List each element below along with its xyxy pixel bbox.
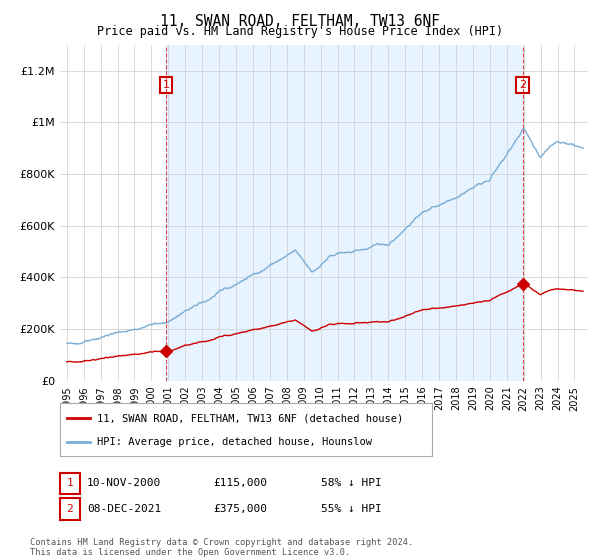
Text: Contains HM Land Registry data © Crown copyright and database right 2024.
This d: Contains HM Land Registry data © Crown c… (30, 538, 413, 557)
Text: 11, SWAN ROAD, FELTHAM, TW13 6NF: 11, SWAN ROAD, FELTHAM, TW13 6NF (160, 14, 440, 29)
Text: 55% ↓ HPI: 55% ↓ HPI (321, 504, 382, 514)
Text: 58% ↓ HPI: 58% ↓ HPI (321, 478, 382, 488)
Bar (166, 45, 523, 381)
Text: 08-DEC-2021: 08-DEC-2021 (87, 504, 161, 514)
Text: 1: 1 (163, 80, 170, 90)
Text: 1: 1 (67, 478, 73, 488)
Text: £115,000: £115,000 (213, 478, 267, 488)
Text: 10-NOV-2000: 10-NOV-2000 (87, 478, 161, 488)
Text: Price paid vs. HM Land Registry's House Price Index (HPI): Price paid vs. HM Land Registry's House … (97, 25, 503, 38)
Text: £375,000: £375,000 (213, 504, 267, 514)
Text: HPI: Average price, detached house, Hounslow: HPI: Average price, detached house, Houn… (97, 436, 372, 446)
Text: 2: 2 (519, 80, 526, 90)
Text: 2: 2 (67, 504, 73, 514)
Text: 11, SWAN ROAD, FELTHAM, TW13 6NF (detached house): 11, SWAN ROAD, FELTHAM, TW13 6NF (detach… (97, 413, 403, 423)
